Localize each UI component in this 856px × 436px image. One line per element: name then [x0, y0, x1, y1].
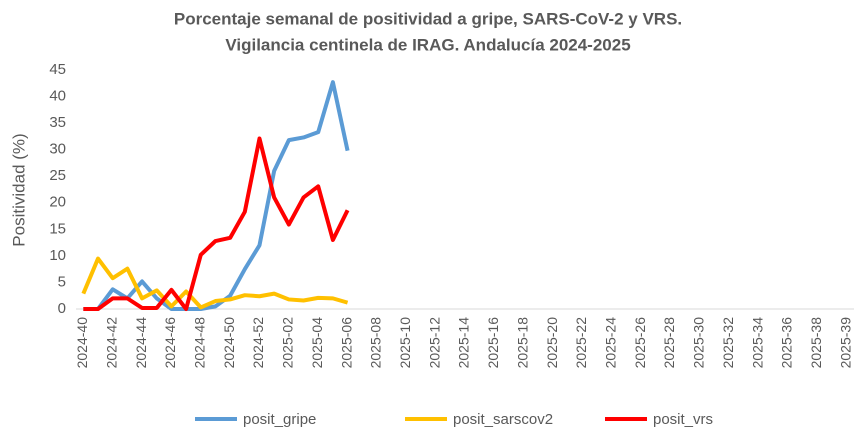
x-tick-label: 2025-06	[338, 317, 354, 369]
y-tick-label: 20	[49, 194, 66, 211]
x-tick-label: 2024-42	[103, 317, 119, 369]
x-tick-label: 2025-26	[632, 317, 648, 369]
legend-label: posit_gripe	[243, 411, 316, 428]
x-tick-label: 2025-14	[456, 317, 472, 369]
x-tick-label: 2025-38	[808, 317, 824, 369]
x-tick-label: 2025-20	[544, 317, 560, 369]
x-tick-label: 2025-32	[720, 317, 736, 369]
y-tick-label: 45	[49, 61, 66, 78]
x-tick-label: 2025-34	[749, 317, 765, 369]
legend-label: posit_sarscov2	[453, 411, 553, 428]
y-tick-label: 40	[49, 88, 66, 105]
y-tick-label: 5	[58, 273, 66, 290]
x-tick-label: 2025-12	[426, 317, 442, 369]
data-line	[81, 256, 349, 310]
chart-title: Porcentaje semanal de positividad a grip…	[174, 9, 682, 28]
x-tick-label: 2025-16	[485, 317, 501, 369]
y-tick-label: 35	[49, 114, 66, 131]
x-tick-label: 2024-46	[162, 317, 178, 369]
x-tick-label: 2025-24	[602, 317, 618, 369]
y-tick-label: 15	[49, 220, 66, 237]
x-tick-label: 2025-18	[514, 317, 530, 369]
x-tick-label: 2025-02	[280, 317, 296, 369]
data-line	[83, 136, 350, 311]
y-tick-label: 0	[58, 300, 66, 317]
x-tick-label: 2025-10	[397, 317, 413, 369]
x-tick-label: 2025-39	[837, 317, 853, 369]
x-tick-label: 2025-04	[309, 317, 325, 369]
x-tick-label: 2025-30	[691, 317, 707, 369]
x-tick-label: 2024-48	[191, 317, 207, 369]
legend-label: posit_vrs	[653, 411, 713, 428]
x-tick-label: 2025-28	[661, 317, 677, 369]
y-axis-label: Positividad (%)	[9, 133, 28, 246]
x-tick-label: 2025-08	[368, 317, 384, 369]
x-tick-label: 2025-36	[779, 317, 795, 369]
x-tick-label: 2025-22	[573, 317, 589, 369]
x-tick-label: 2024-44	[133, 317, 149, 369]
x-tick-label: 2024-52	[250, 317, 266, 369]
y-tick-label: 10	[49, 247, 66, 264]
y-tick-label: 30	[49, 141, 66, 158]
chart-title: Vigilancia centinela de IRAG. Andalucía …	[225, 35, 630, 54]
x-tick-label: 2024-50	[221, 317, 237, 369]
x-tick-label: 2024-40	[74, 317, 90, 369]
y-tick-label: 25	[49, 167, 66, 184]
